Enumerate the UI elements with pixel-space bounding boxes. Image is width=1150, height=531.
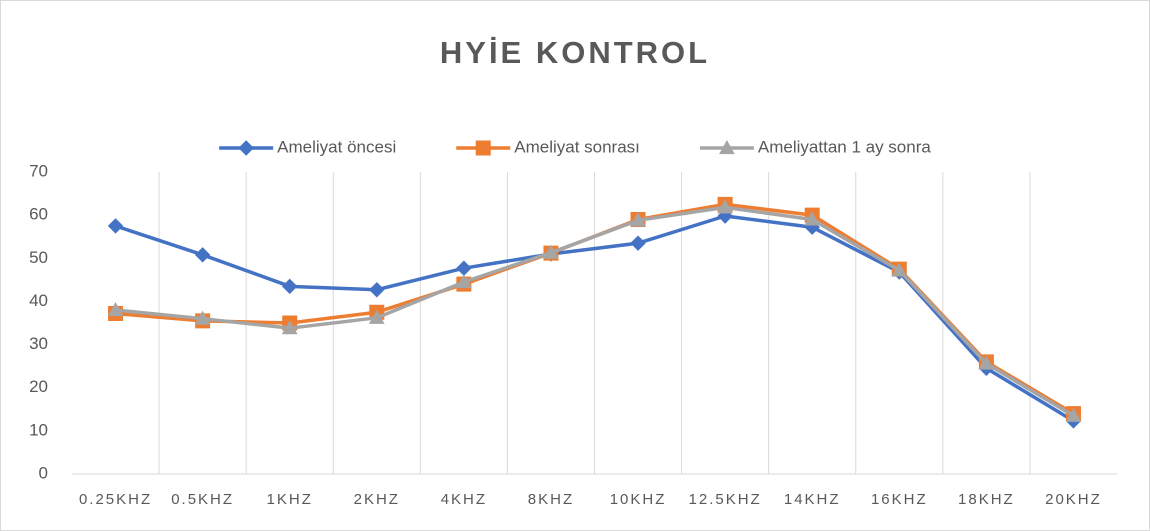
data-point — [368, 309, 385, 324]
y-tick-label: 70 — [29, 161, 48, 180]
y-tick-label: 10 — [29, 420, 48, 439]
legend-marker — [719, 139, 735, 155]
y-tick-label: 20 — [29, 377, 48, 396]
data-point — [891, 262, 908, 277]
y-tick-label: 60 — [29, 205, 48, 224]
legend-label: Ameliyat öncesi — [277, 137, 396, 156]
data-point — [107, 302, 124, 317]
y-tick-label: 0 — [39, 463, 48, 482]
x-tick-label: 14KHZ — [784, 491, 841, 508]
data-point — [804, 211, 821, 226]
data-point — [369, 282, 385, 298]
legend-label: Ameliyattan 1 ay sonra — [758, 137, 931, 156]
data-point — [456, 273, 472, 289]
x-tick-label: 20KHZ — [1045, 491, 1102, 508]
data-point — [282, 278, 298, 295]
x-tick-label: 2KHZ — [354, 491, 400, 508]
y-tick-label: 30 — [29, 334, 48, 353]
data-point — [717, 199, 733, 214]
x-tick-label: 8KHZ — [528, 491, 574, 508]
data-point — [978, 355, 995, 370]
legend-marker — [238, 140, 254, 156]
y-tick-label: 40 — [29, 291, 48, 310]
x-tick-label: 0.5KHZ — [171, 491, 234, 508]
x-tick-label: 1KHZ — [267, 491, 313, 508]
x-tick-label: 0.25KHZ — [79, 491, 152, 508]
legend-marker — [475, 140, 491, 156]
data-point — [194, 310, 211, 325]
data-point — [630, 235, 646, 251]
data-point — [543, 244, 559, 259]
x-tick-label: 16KHZ — [871, 491, 928, 508]
data-point — [194, 247, 211, 263]
x-tick-label: 10KHZ — [610, 491, 667, 508]
chart-title: HYİE KONTROL — [440, 35, 710, 70]
x-tick-label: 18KHZ — [958, 491, 1015, 508]
y-tick-label: 50 — [29, 248, 48, 267]
data-point — [630, 212, 646, 227]
x-tick-label: 12.5KHZ — [689, 491, 762, 508]
legend-label: Ameliyat sonrası — [514, 137, 640, 156]
data-point — [1065, 407, 1082, 422]
data-point — [107, 218, 124, 234]
data-point — [281, 320, 298, 335]
series-line — [115, 205, 1075, 418]
x-tick-label: 4KHZ — [441, 491, 487, 508]
